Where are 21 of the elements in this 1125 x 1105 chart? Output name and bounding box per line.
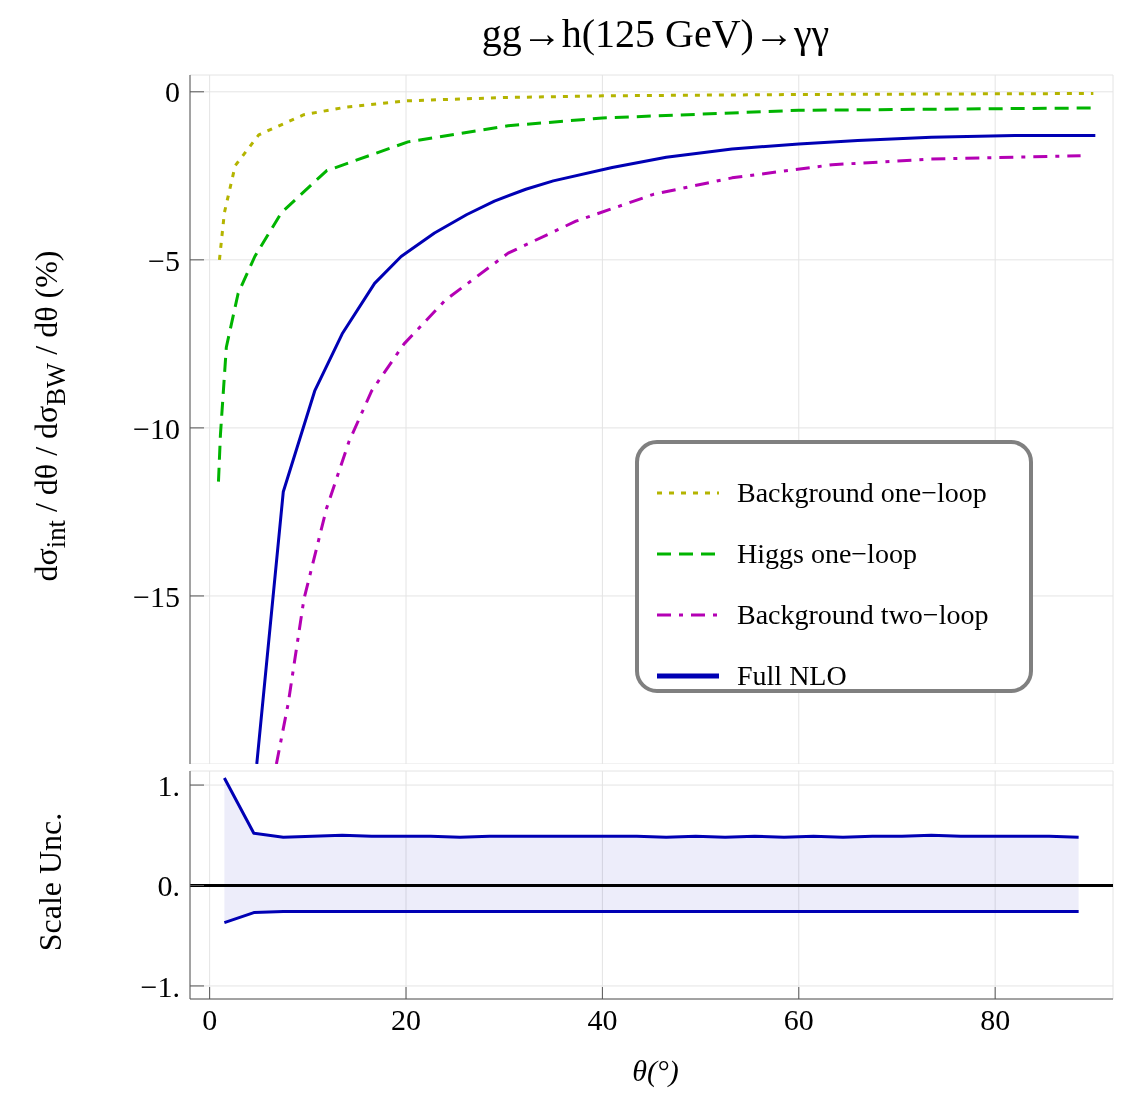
- x-tick-label: 80: [980, 1003, 1011, 1037]
- x-tick-label: 20: [391, 1003, 422, 1037]
- y-tick-label: 0: [165, 75, 180, 109]
- legend-label: Higgs one−loop: [737, 537, 917, 570]
- x-tick-label: 60: [783, 1003, 814, 1037]
- line-series: [222, 776, 1081, 839]
- legend-label: Full NLO: [737, 659, 847, 692]
- legend-label: Background one−loop: [737, 476, 987, 509]
- y-tick-label: −1.: [140, 969, 180, 1003]
- y-tick-label: −15: [133, 579, 180, 613]
- line-series: [217, 91, 1095, 262]
- y-tick-label: 1.: [157, 768, 180, 802]
- y-tick-label: 0.: [157, 869, 180, 903]
- y-tick-label: −5: [148, 243, 180, 277]
- x-tick-label: 0: [202, 1003, 218, 1037]
- x-axis-title: θ(°): [631, 1054, 680, 1088]
- legend-label: Background two−loop: [737, 598, 989, 631]
- chart-title: gg→h(125 GeV)→γγ: [480, 10, 831, 57]
- x-tick-label: 40: [587, 1003, 618, 1037]
- y-axis-title: Scale Unc.: [31, 812, 69, 951]
- y-tick-label: −10: [133, 411, 180, 445]
